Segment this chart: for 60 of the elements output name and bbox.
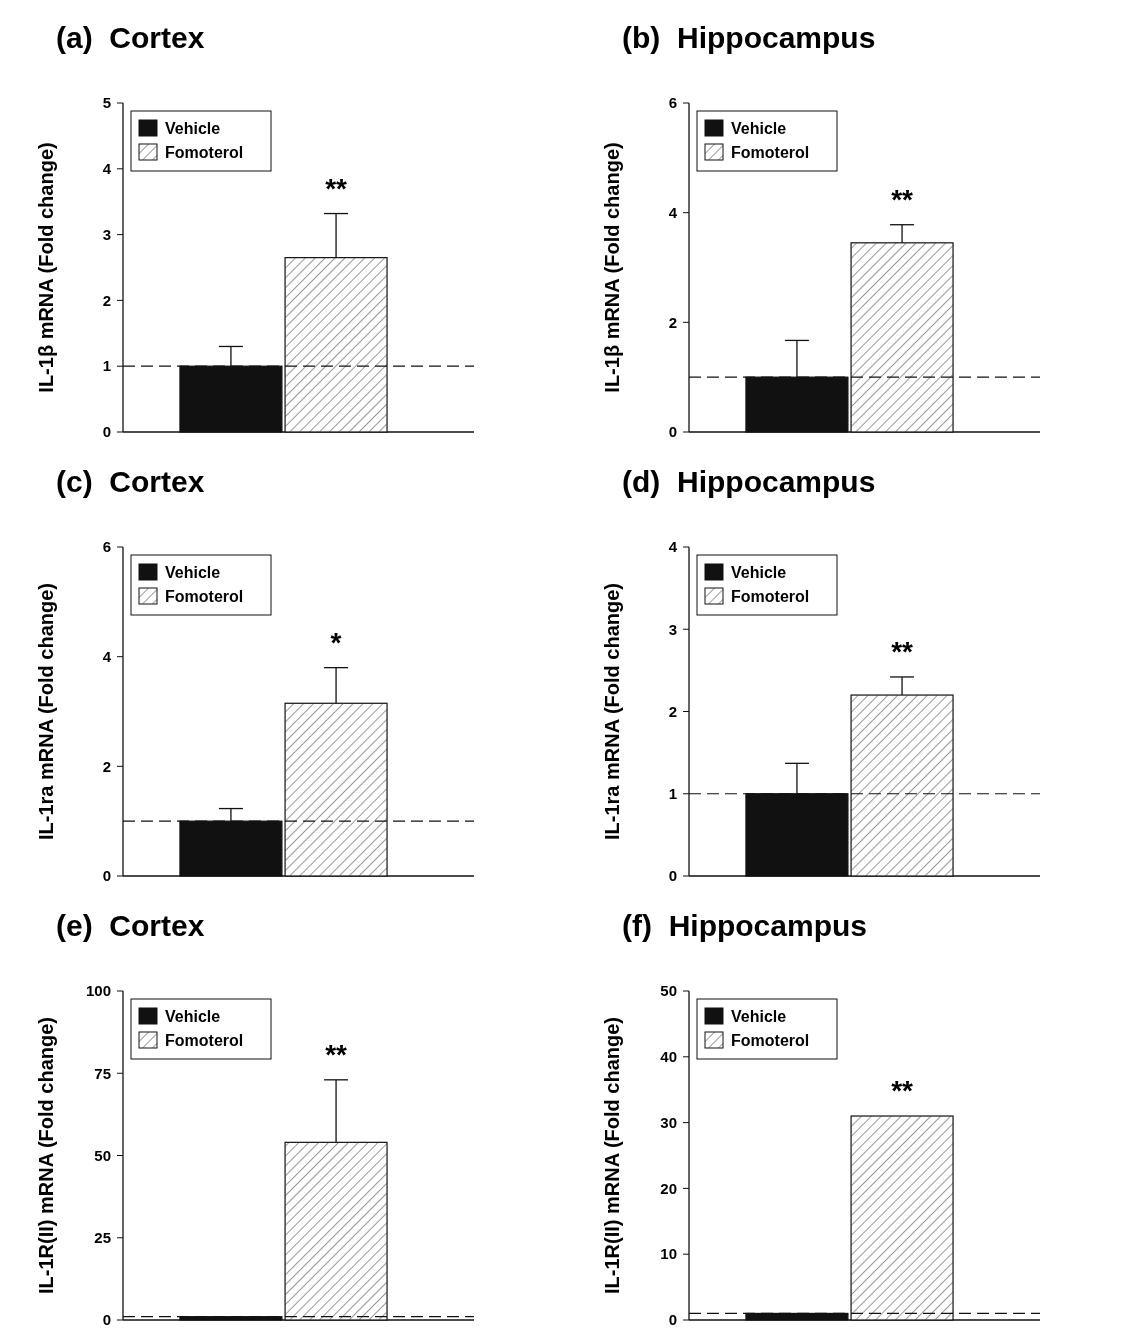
chart-title: (c) Cortex	[56, 465, 205, 498]
chart-title: (f) Hippocampus	[622, 909, 867, 942]
y-tick-label: 0	[668, 867, 677, 885]
y-tick-label: 4	[668, 538, 678, 556]
y-tick-label: 2	[102, 757, 111, 775]
legend-label: Vehicle	[731, 563, 787, 581]
legend-label: Vehicle	[165, 119, 221, 137]
annotation: **	[325, 1038, 348, 1070]
y-axis-title: IL-1ra mRNA (Fold change)	[601, 582, 623, 841]
y-tick-label: 2	[668, 313, 677, 331]
y-tick-label: 100	[85, 982, 111, 1000]
y-tick-label: 3	[102, 225, 111, 243]
y-tick-label: 0	[668, 1311, 677, 1329]
y-tick-label: 50	[660, 982, 677, 1000]
y-tick-label: 30	[660, 1113, 677, 1131]
legend-label: Vehicle	[165, 563, 221, 581]
annotation: **	[891, 183, 914, 215]
y-tick-label: 4	[102, 647, 112, 665]
chart-title: (b) Hippocampus	[622, 21, 876, 54]
annotation: **	[325, 172, 348, 204]
legend-label: Vehicle	[731, 119, 787, 137]
y-tick-label: 4	[668, 203, 678, 221]
y-tick-label: 50	[94, 1146, 111, 1164]
y-tick-label: 1	[102, 357, 111, 375]
annotation: **	[891, 1075, 914, 1107]
y-tick-label: 0	[102, 867, 111, 885]
chart-title: (e) Cortex	[56, 909, 205, 942]
y-tick-label: 4	[102, 160, 112, 178]
y-tick-label: 5	[102, 94, 111, 112]
legend-label: Fomoterol	[165, 143, 244, 161]
y-tick-label: 10	[660, 1245, 677, 1263]
y-tick-label: 0	[102, 1311, 111, 1329]
y-tick-label: 25	[94, 1229, 111, 1246]
legend-label: Fomoterol	[731, 587, 810, 605]
y-axis-title: IL-1β mRNA (Fold change)	[601, 142, 623, 393]
y-tick-label: 6	[102, 538, 111, 556]
chart-title: (a) Cortex	[56, 21, 205, 54]
legend-label: Fomoterol	[731, 1031, 810, 1049]
y-tick-label: 6	[668, 94, 677, 112]
y-tick-label: 0	[102, 423, 111, 441]
y-tick-label: 75	[94, 1064, 111, 1082]
annotation: *	[330, 626, 342, 658]
legend-label: Vehicle	[165, 1007, 221, 1025]
y-axis-title: IL-1R(II) mRNA (Fold change)	[35, 1016, 57, 1295]
legend-label: Vehicle	[731, 1007, 787, 1025]
y-tick-label: 0	[668, 423, 677, 441]
y-axis-title: IL-1β mRNA (Fold change)	[35, 142, 57, 393]
legend-label: Fomoterol	[165, 1031, 244, 1049]
y-tick-label: 20	[660, 1179, 677, 1197]
y-axis-title: IL-1ra mRNA (Fold change)	[35, 582, 57, 841]
y-tick-label: 2	[102, 291, 111, 309]
y-axis-title: IL-1R(II) mRNA (Fold change)	[601, 1016, 623, 1295]
y-tick-label: 2	[668, 702, 677, 720]
annotation: **	[891, 635, 914, 667]
chart-title: (d) Hippocampus	[622, 465, 876, 498]
y-tick-label: 3	[668, 620, 677, 638]
y-tick-label: 1	[668, 785, 677, 802]
legend-label: Fomoterol	[165, 587, 244, 605]
legend-label: Fomoterol	[731, 143, 810, 161]
y-tick-label: 40	[660, 1048, 677, 1066]
